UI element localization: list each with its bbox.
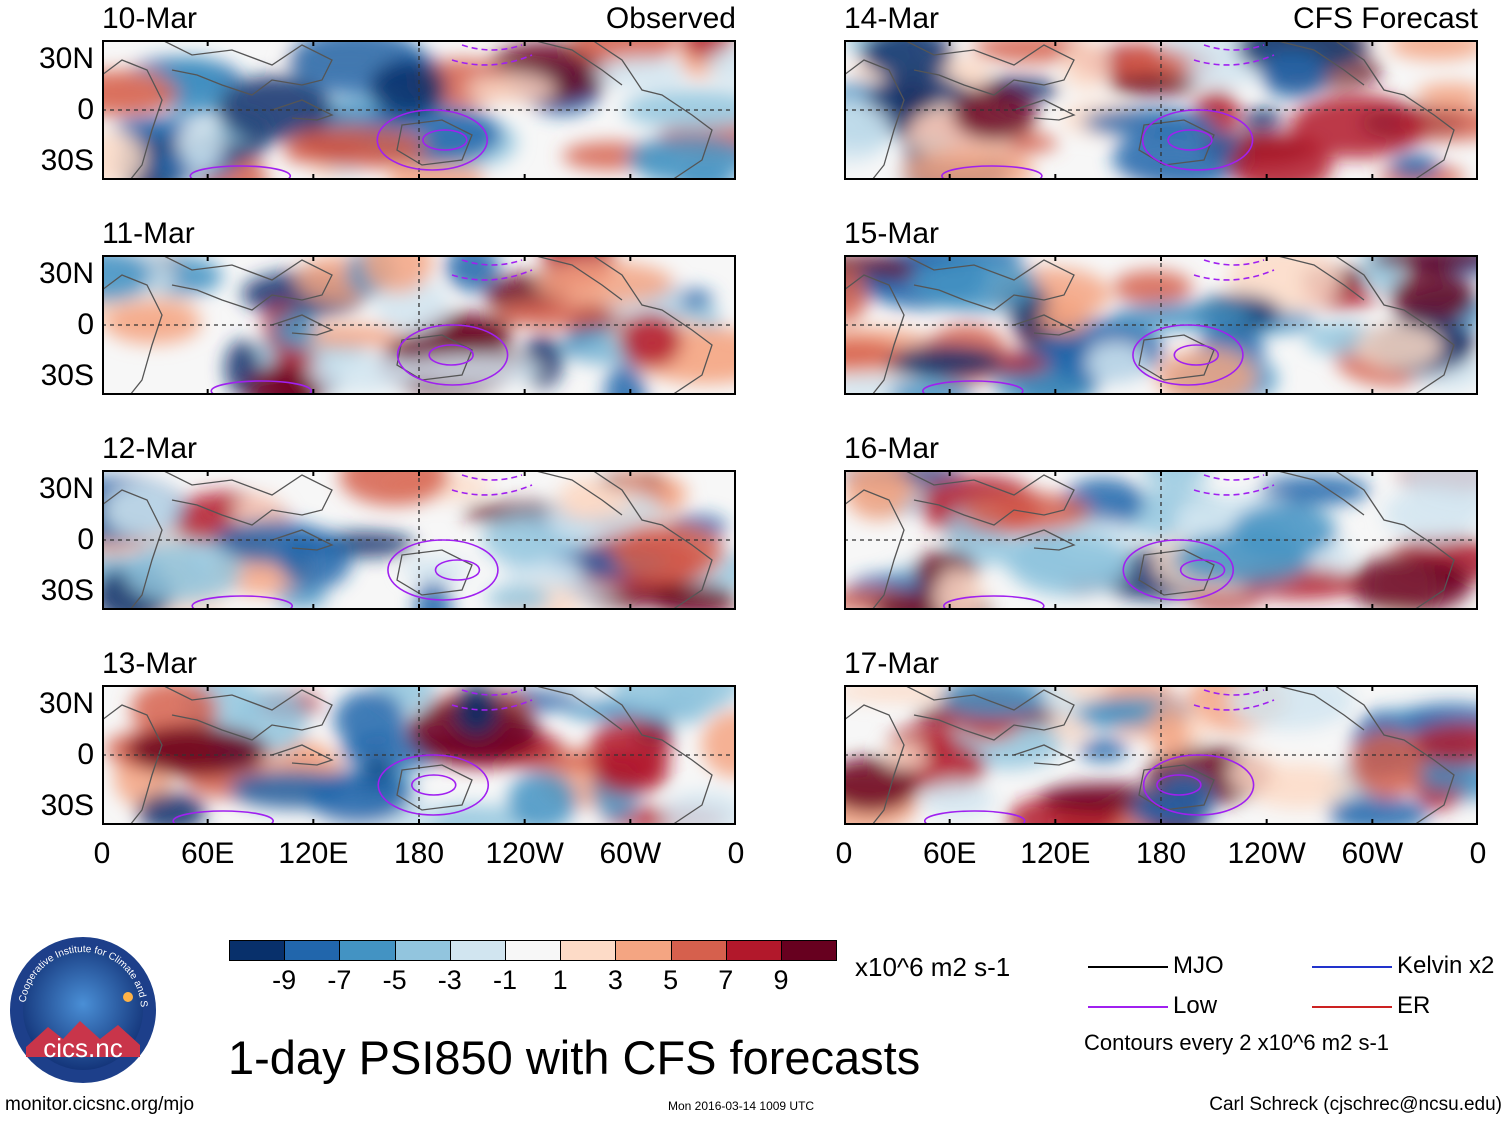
map-panel-forecast xyxy=(844,40,1478,180)
colorbar-swatch xyxy=(284,940,341,961)
panel-date-label: 13-Mar xyxy=(102,647,198,680)
colorbar-swatch xyxy=(670,940,727,961)
colorbar-swatch xyxy=(449,940,506,961)
contours-note: Contours every 2 x10^6 m2 s-1 xyxy=(1084,1030,1390,1055)
map-panel-observed xyxy=(102,470,736,610)
panel-date-label: 11-Mar xyxy=(102,217,195,250)
panel-date-label: 14-Mar xyxy=(844,2,940,35)
legend-line xyxy=(1088,966,1168,968)
colorbar-tick-label: -9 xyxy=(272,965,297,995)
colorbar-units: x10^6 m2 s-1 xyxy=(855,952,1011,982)
map-panel-forecast xyxy=(844,685,1478,825)
longitude-label: 0 xyxy=(93,837,111,870)
colorbar-swatch xyxy=(615,940,672,961)
latitude-label: 0 xyxy=(77,738,94,771)
longitude-label: 0 xyxy=(1469,837,1487,870)
latitude-label: 30S xyxy=(40,788,94,822)
latitude-label: 30S xyxy=(40,143,94,177)
longitude-label: 60E xyxy=(922,837,977,870)
colorbar-tick-label: -5 xyxy=(382,965,407,995)
longitude-label: 120E xyxy=(278,837,349,870)
figure-title: 1-day PSI850 with CFS forecasts xyxy=(228,1031,921,1084)
legend-line xyxy=(1312,966,1392,968)
longitude-label: 120W xyxy=(485,837,564,870)
footer-author: Carl Schreck (cjschrec@ncsu.edu) xyxy=(1209,1094,1502,1115)
latitude-label: 30N xyxy=(38,257,94,291)
colorbar-tick-label: -3 xyxy=(437,965,462,995)
observed-corner-label: Observed xyxy=(605,2,736,35)
map-panel-forecast xyxy=(844,470,1478,610)
logo-name: cics.nc xyxy=(43,1033,122,1063)
longitude-label: 60E xyxy=(180,837,235,870)
latitude-label: 0 xyxy=(77,523,94,556)
latitude-label: 30N xyxy=(38,472,94,506)
colorbar-swatch xyxy=(229,940,286,961)
latitude-label: 30S xyxy=(40,573,94,607)
map-panel-observed xyxy=(102,255,736,395)
colorbar-tick-label: -1 xyxy=(492,965,518,995)
panel-date-label: 12-Mar xyxy=(102,432,198,465)
legend-label: MJO xyxy=(1173,952,1224,979)
longitude-label: 60W xyxy=(599,837,662,870)
panel-date-label: 16-Mar xyxy=(844,432,940,465)
longitude-label: 60W xyxy=(1341,837,1404,870)
legend-line xyxy=(1312,1006,1392,1008)
longitude-label: 180 xyxy=(393,837,445,870)
longitude-label: 0 xyxy=(835,837,853,870)
latitude-label: 30S xyxy=(40,358,94,392)
forecast-corner-label: CFS Forecast xyxy=(1292,2,1478,35)
map-panel-forecast xyxy=(844,255,1478,395)
colorbar-swatch xyxy=(339,940,396,961)
latitude-label: 30N xyxy=(38,42,94,76)
legend-line xyxy=(1088,1006,1168,1008)
footer-timestamp: Mon 2016-03-14 1009 UTC xyxy=(668,1099,815,1113)
panel-date-label: 10-Mar xyxy=(102,2,198,35)
colorbar-tick-label: 1 xyxy=(552,965,568,995)
colorbar-tick-label: -7 xyxy=(327,965,352,995)
colorbar-swatch xyxy=(560,940,617,961)
longitude-label: 120W xyxy=(1227,837,1306,870)
colorbar-swatch xyxy=(394,940,451,961)
footer-url[interactable]: monitor.cicsnc.org/mjo xyxy=(5,1094,195,1115)
latitude-label: 30N xyxy=(38,687,94,721)
panel-date-label: 15-Mar xyxy=(844,217,940,250)
panel-date-label: 17-Mar xyxy=(844,647,940,680)
colorbar-tick-label: 7 xyxy=(718,965,734,995)
colorbar-tick-label: 9 xyxy=(773,965,789,995)
colorbar-tick-label: 3 xyxy=(607,965,623,995)
map-panel-observed xyxy=(102,685,736,825)
legend-label: Low xyxy=(1173,992,1218,1019)
colorbar-swatch xyxy=(505,940,562,961)
colorbar-tick-label: 5 xyxy=(663,965,679,995)
map-panel-observed xyxy=(102,40,736,180)
colorbar-swatch xyxy=(725,940,782,961)
colorbar-swatch xyxy=(781,940,838,961)
legend-label: Kelvin x2 xyxy=(1397,952,1495,979)
longitude-label: 0 xyxy=(727,837,745,870)
legend-label: ER xyxy=(1397,992,1431,1019)
longitude-label: 180 xyxy=(1135,837,1187,870)
latitude-label: 0 xyxy=(77,308,94,341)
longitude-label: 120E xyxy=(1020,837,1091,870)
cics-logo: Cooperative Institute for Climate and Sa… xyxy=(5,927,158,1085)
latitude-label: 0 xyxy=(77,93,94,126)
